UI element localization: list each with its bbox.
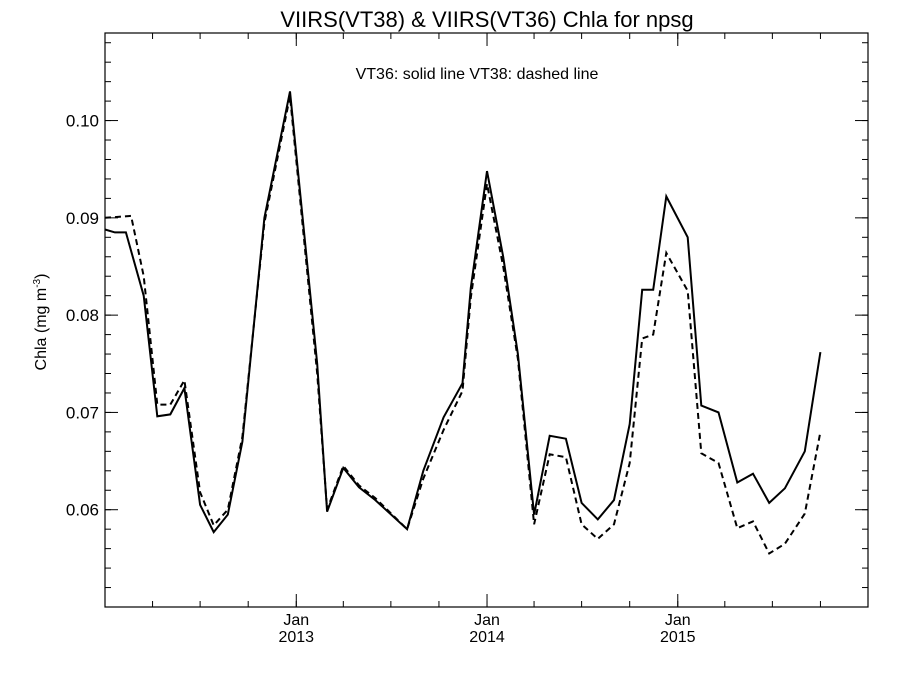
series-group (104, 91, 822, 555)
x-tick-label-year: 2014 (469, 629, 505, 646)
chart-title: VIIRS(VT38) & VIIRS(VT36) Chla for npsg (280, 7, 693, 32)
x-tick-label-year: 2013 (278, 629, 314, 646)
y-axis-label: Chla (mg m-3) (32, 274, 50, 371)
legend-annotation: VT36: solid line VT38: dashed line (356, 66, 599, 83)
y-axis: 0.06 0.07 0.08 0.09 0.10 (66, 42, 868, 608)
x-tick-label-year: 2015 (660, 629, 696, 646)
series-line-vt38 (104, 96, 822, 555)
plot-frame (104, 32, 869, 608)
y-tick-label: 0.08 (66, 306, 99, 325)
y-axis-label-close: ) (33, 274, 50, 279)
y-axis-label-superscript: -3 (32, 278, 43, 287)
y-tick-label: 0.10 (66, 112, 99, 131)
y-tick-label: 0.09 (66, 209, 99, 228)
y-tick-label: 0.07 (66, 403, 99, 422)
x-tick-label-month: Jan (474, 612, 500, 629)
series-line-vt36 (104, 91, 822, 534)
y-axis-label-main: Chla (mg m (33, 288, 50, 371)
x-tick-label-month: Jan (283, 612, 309, 629)
x-tick-label-month: Jan (665, 612, 691, 629)
y-tick-label: 0.06 (66, 501, 99, 520)
